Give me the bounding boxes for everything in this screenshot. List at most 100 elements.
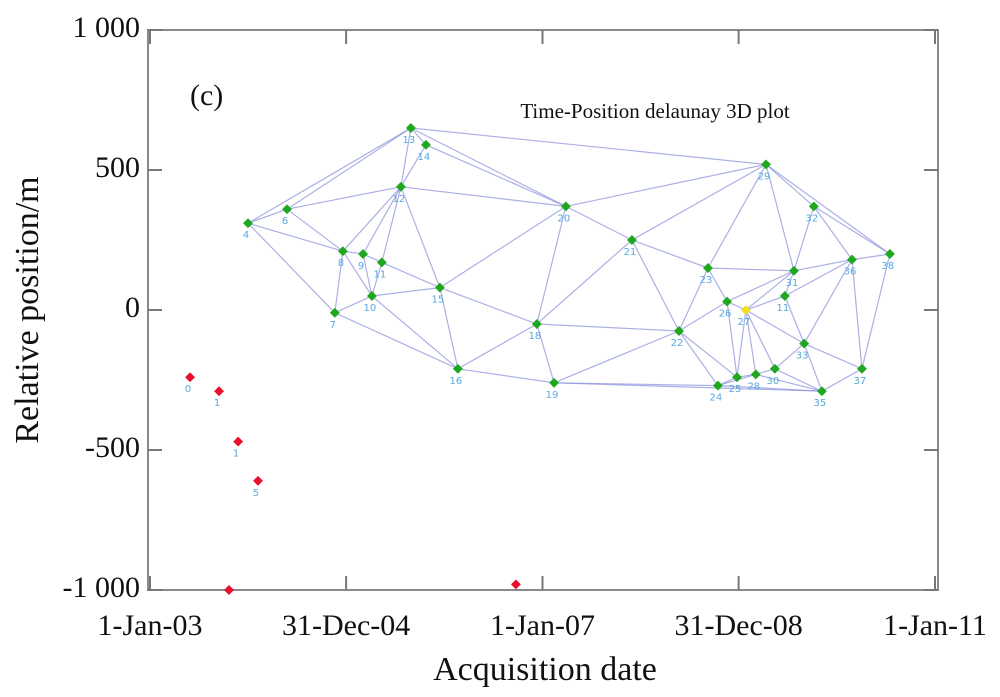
point: [233, 436, 244, 447]
point-label: 11: [776, 303, 789, 314]
point: [329, 307, 340, 318]
point-label: 36: [844, 267, 857, 278]
delaunay-edge: [707, 267, 728, 302]
y-tick-label: 500: [95, 151, 140, 184]
point-label: 33: [796, 351, 809, 362]
delaunay-edge: [631, 163, 767, 241]
point-label: 18: [528, 331, 541, 342]
delaunay-edge: [371, 287, 440, 297]
delaunay-edge: [286, 127, 412, 210]
point-label: 24: [710, 393, 723, 404]
delaunay-edge: [286, 186, 402, 210]
plot-frame: [147, 29, 939, 591]
point-label: 13: [402, 135, 415, 146]
delaunay-edge: [707, 267, 794, 272]
delaunay-edge: [334, 312, 459, 370]
point: [847, 254, 857, 265]
delaunay-edge: [536, 206, 567, 325]
point: [808, 201, 819, 212]
delaunay-edge: [784, 295, 805, 344]
delaunay-edge: [745, 295, 786, 311]
x-tick-label: 1-Jan-11: [883, 609, 987, 642]
delaunay-edge: [803, 343, 823, 392]
point: [740, 305, 751, 315]
point-label: 1: [233, 449, 239, 460]
point-label: 12: [393, 194, 406, 205]
delaunay-edge: [851, 259, 863, 369]
point: [674, 326, 684, 336]
delaunay-edge: [678, 330, 738, 378]
point: [224, 585, 234, 595]
delaunay-edge: [861, 253, 891, 369]
delaunay-edge: [793, 259, 853, 272]
point: [434, 282, 445, 293]
point: [376, 257, 387, 268]
delaunay-edge: [286, 208, 344, 252]
delaunay-edge: [410, 127, 767, 165]
point: [789, 265, 799, 276]
y-tick-label: -1 000: [63, 571, 141, 604]
delaunay-edge: [371, 262, 383, 297]
delaunay-edge: [765, 163, 815, 207]
delaunay-edge: [247, 127, 412, 224]
x-tick-label: 1-Jan-07: [490, 609, 595, 642]
delaunay-edge: [851, 253, 890, 261]
delaunay-edge: [736, 309, 747, 378]
delaunay-edge: [678, 267, 709, 332]
delaunay-edge: [381, 186, 402, 263]
delaunay-edge: [631, 239, 709, 269]
point-label: 29: [758, 171, 771, 182]
point: [420, 139, 431, 150]
delaunay-edge: [765, 163, 891, 255]
point-label: 5: [253, 488, 259, 499]
delaunay-edge: [793, 206, 815, 271]
point: [452, 363, 463, 374]
delaunay-edge: [745, 309, 776, 370]
delaunay-edge: [745, 309, 805, 345]
delaunay-edge: [439, 205, 567, 289]
point-label: 15: [432, 295, 445, 306]
point: [732, 372, 742, 383]
delaunay-edge: [565, 163, 767, 207]
delaunay-edge: [400, 144, 427, 188]
point-label: 31: [786, 278, 799, 289]
point: [884, 249, 895, 259]
point: [549, 377, 560, 388]
panel-label: (c): [190, 79, 223, 112]
x-tick-label: 31-Dec-08: [674, 609, 802, 642]
point-label: 14: [418, 152, 431, 163]
delaunay-edge: [342, 186, 402, 252]
delaunay-edge: [247, 222, 336, 314]
delaunay-edge: [439, 287, 538, 325]
point-label: 28: [747, 381, 760, 392]
delaunay-edge: [726, 301, 738, 378]
x-tick-label: 1-Jan-03: [98, 609, 203, 642]
point-label: 38: [881, 261, 894, 272]
point-label: 16: [450, 376, 463, 387]
point-label: 9: [358, 261, 364, 272]
point: [627, 235, 637, 245]
point: [337, 246, 348, 257]
point: [560, 201, 571, 212]
point-label: 35: [814, 398, 827, 409]
y-tick-label: -500: [85, 431, 140, 464]
point: [185, 372, 195, 383]
delaunay-edge: [821, 368, 863, 392]
point: [703, 263, 713, 273]
delaunay-edge: [400, 127, 412, 187]
delaunay-edge: [784, 259, 853, 297]
point-label: 19: [546, 390, 559, 401]
delaunay-edge: [774, 368, 823, 392]
delaunay-edge: [457, 368, 555, 384]
point: [799, 338, 810, 349]
point: [243, 218, 254, 229]
point-label: 7: [330, 320, 336, 331]
point: [761, 159, 771, 170]
delaunay-edge: [342, 250, 373, 297]
point-label: 10: [364, 303, 377, 314]
point: [712, 380, 723, 391]
delaunay-edge: [813, 206, 853, 260]
x-axis-label: Acquisition date: [433, 651, 657, 688]
point-label: 21: [624, 247, 637, 258]
delaunay-edge: [400, 186, 566, 207]
